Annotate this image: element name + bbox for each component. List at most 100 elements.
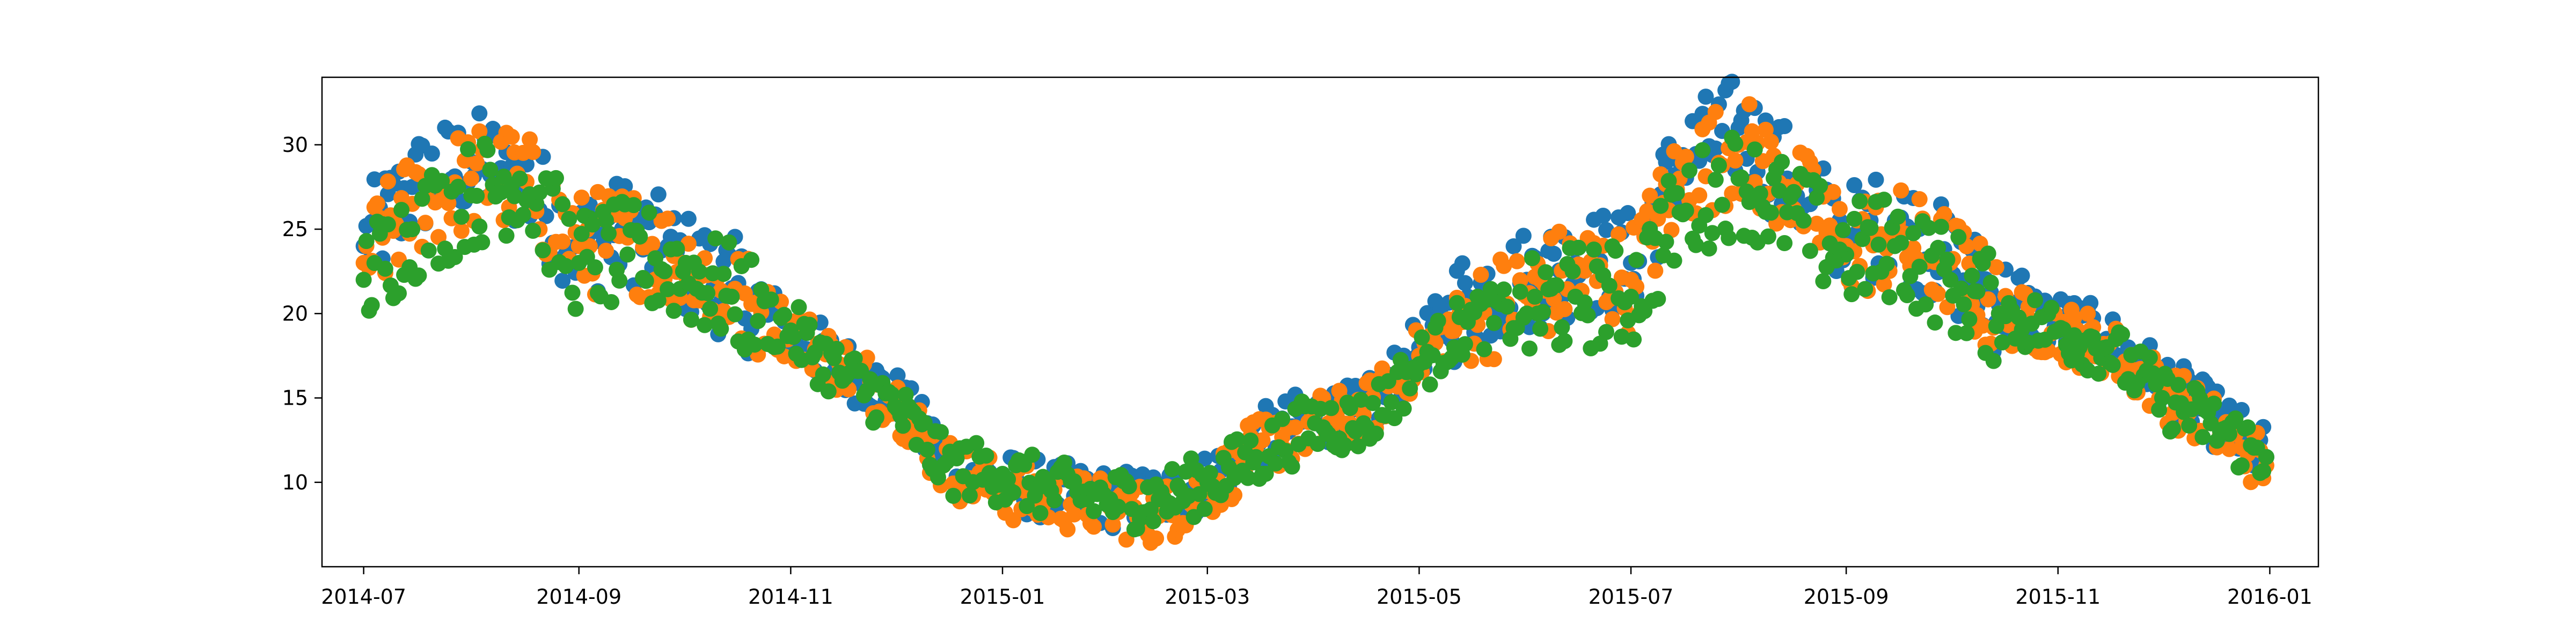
- data-point: [1666, 143, 1682, 159]
- data-point: [1936, 206, 1952, 222]
- data-point: [453, 208, 470, 225]
- data-point: [1846, 210, 1863, 227]
- data-point: [1694, 142, 1711, 158]
- data-point: [1482, 281, 1499, 297]
- data-point: [1982, 274, 1999, 291]
- data-point: [828, 341, 845, 357]
- data-point: [471, 123, 488, 140]
- data-point: [567, 301, 584, 317]
- data-point: [1762, 204, 1779, 221]
- data-point: [1556, 333, 1573, 349]
- data-point: [1862, 219, 1879, 236]
- data-point: [1512, 283, 1528, 300]
- data-point: [1202, 465, 1218, 481]
- data-point: [1579, 307, 1596, 324]
- data-point: [1707, 140, 1724, 157]
- data-point: [625, 197, 642, 214]
- data-point: [859, 349, 875, 366]
- data-point: [1760, 228, 1776, 245]
- data-point: [1988, 259, 2004, 275]
- data-point: [1870, 236, 1887, 253]
- data-point: [1245, 454, 1262, 471]
- data-point: [1681, 162, 1697, 179]
- data-point: [691, 264, 708, 280]
- data-point: [411, 267, 427, 284]
- data-point: [598, 212, 614, 229]
- data-point: [785, 328, 802, 345]
- data-point: [535, 242, 551, 259]
- data-point: [2080, 305, 2096, 322]
- data-point: [868, 409, 884, 426]
- data-point: [1795, 212, 1812, 229]
- data-point: [1505, 238, 1522, 255]
- data-point: [769, 338, 786, 355]
- data-point: [1825, 184, 1841, 200]
- data-point: [1868, 171, 1884, 188]
- data-point: [1727, 152, 1744, 169]
- data-point: [930, 469, 946, 486]
- data-point: [1196, 450, 1213, 467]
- x-tick-label: 2015-03: [1165, 585, 1250, 609]
- data-point: [587, 259, 603, 276]
- data-point: [1939, 251, 1956, 268]
- data-point: [1309, 436, 1326, 452]
- y-tick-label: 15: [282, 386, 308, 410]
- data-point: [1145, 513, 1162, 530]
- data-point: [1958, 325, 1975, 341]
- data-point: [1110, 499, 1126, 515]
- data-point: [450, 178, 466, 195]
- x-tick-label: 2015-09: [1804, 585, 1889, 609]
- x-tick-label: 2014-11: [748, 585, 833, 609]
- data-point: [474, 234, 491, 251]
- data-point: [1538, 264, 1554, 281]
- data-point: [1724, 74, 1740, 90]
- data-point: [1752, 185, 1768, 202]
- data-point: [2194, 429, 2211, 445]
- data-point: [1576, 294, 1593, 311]
- data-point: [1024, 447, 1041, 463]
- data-point: [1121, 478, 1137, 495]
- data-point: [1628, 252, 1645, 268]
- data-point: [391, 285, 407, 302]
- data-point: [1660, 173, 1677, 189]
- data-point: [815, 366, 831, 383]
- data-point: [1367, 426, 1384, 442]
- data-point: [1642, 187, 1658, 204]
- data-point: [411, 166, 427, 182]
- data-point: [1548, 277, 1565, 294]
- data-point: [683, 311, 699, 328]
- data-point: [1485, 314, 1502, 331]
- data-point: [1831, 241, 1848, 258]
- data-point: [1802, 243, 1818, 259]
- data-point: [584, 216, 601, 233]
- data-point: [2240, 419, 2256, 436]
- x-tick-label: 2015-05: [1377, 585, 1462, 609]
- data-point: [1918, 296, 1934, 313]
- data-point: [1430, 312, 1446, 329]
- data-point: [1040, 475, 1057, 492]
- data-point: [641, 204, 657, 221]
- data-point: [1005, 512, 1022, 529]
- data-point: [1284, 458, 1300, 475]
- data-point: [2184, 401, 2200, 418]
- data-point: [1598, 222, 1615, 238]
- data-point: [660, 281, 676, 297]
- data-point: [1707, 171, 1724, 188]
- data-point: [883, 386, 900, 402]
- data-point: [750, 313, 766, 330]
- data-point: [1365, 395, 1381, 412]
- data-point: [1930, 286, 1946, 302]
- data-point: [1857, 281, 1874, 297]
- data-point: [1668, 185, 1685, 201]
- data-point: [573, 225, 590, 242]
- data-point: [1890, 208, 1906, 225]
- data-point: [369, 195, 385, 212]
- data-point: [1267, 455, 1284, 472]
- data-point: [1586, 241, 1602, 258]
- data-point: [531, 184, 548, 201]
- data-point: [1688, 237, 1704, 253]
- data-point: [721, 234, 737, 251]
- data-point: [1831, 201, 1848, 217]
- data-point: [1604, 311, 1621, 327]
